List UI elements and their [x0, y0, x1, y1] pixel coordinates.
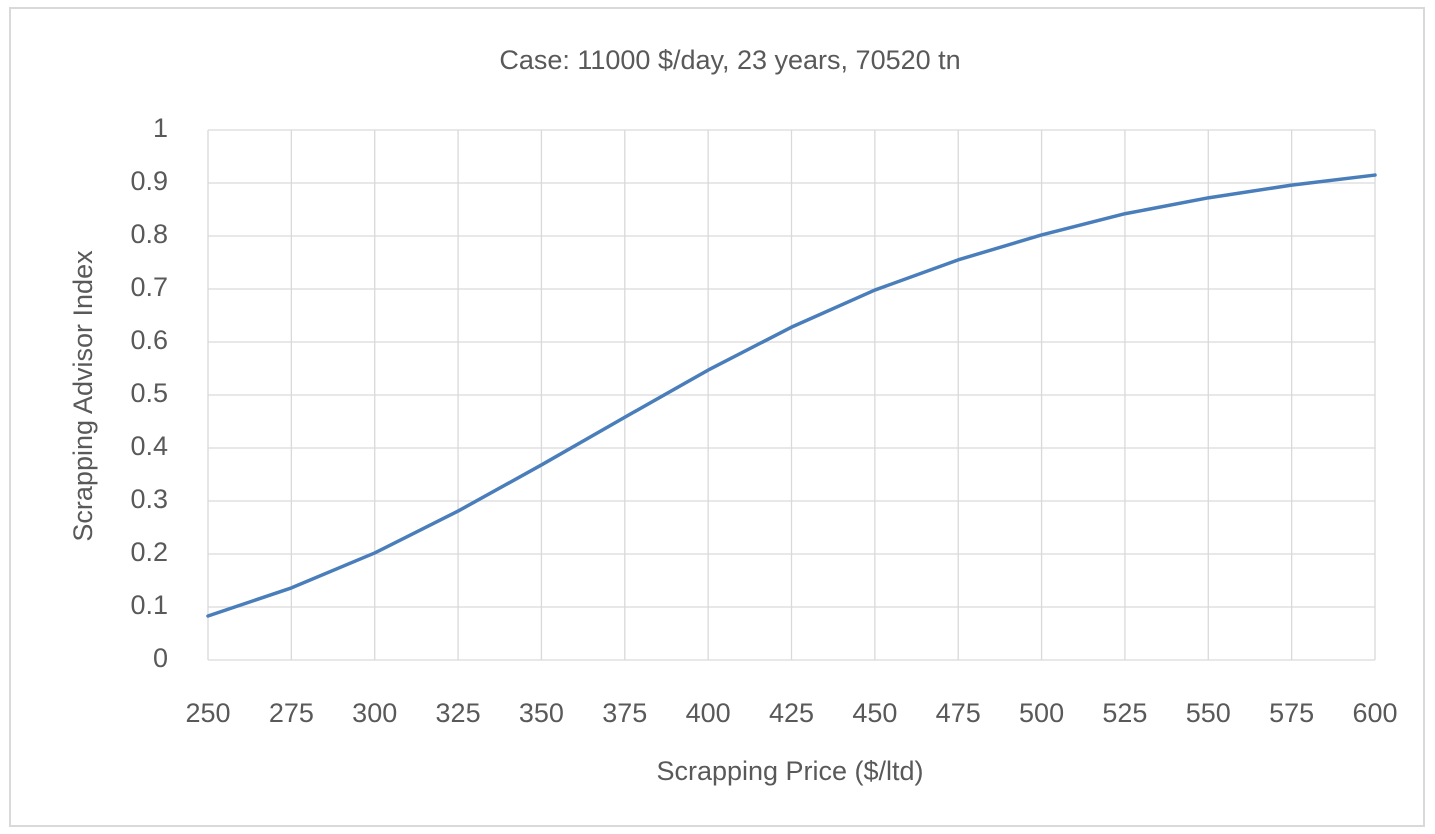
x-tick-label: 300: [352, 698, 397, 728]
y-tick-label: 0: [153, 643, 168, 673]
y-tick-label: 0.6: [130, 325, 168, 355]
x-tick-label: 575: [1269, 698, 1314, 728]
y-tick-label: 0.8: [130, 219, 168, 249]
y-axis-title: Scrapping Advisor Index: [68, 250, 98, 542]
x-tick-label: 550: [1186, 698, 1231, 728]
y-tick-label: 0.3: [130, 484, 168, 514]
y-tick-label: 0.4: [130, 431, 168, 461]
x-tick-label: 275: [269, 698, 314, 728]
x-tick-label: 325: [436, 698, 481, 728]
x-axis-title: Scrapping Price ($/ltd): [656, 756, 923, 786]
x-tick-label: 250: [185, 698, 230, 728]
x-tick-label: 450: [852, 698, 897, 728]
x-tick-label: 475: [936, 698, 981, 728]
x-tick-label: 375: [602, 698, 647, 728]
x-tick-label: 400: [686, 698, 731, 728]
x-tick-label: 525: [1102, 698, 1147, 728]
x-tick-label: 600: [1352, 698, 1397, 728]
x-tick-label: 425: [769, 698, 814, 728]
y-tick-label: 0.7: [130, 272, 168, 302]
x-tick-label: 500: [1019, 698, 1064, 728]
chart-title: Case: 11000 $/day, 23 years, 70520 tn: [499, 45, 960, 75]
chart-border: [9, 7, 1425, 827]
y-tick-label: 1: [153, 113, 168, 143]
x-tick-label: 350: [519, 698, 564, 728]
y-tick-label: 0.5: [130, 378, 168, 408]
y-tick-label: 0.9: [130, 166, 168, 196]
y-tick-label: 0.1: [130, 590, 168, 620]
y-tick-label: 0.2: [130, 537, 168, 567]
data-line: [206, 173, 1377, 618]
